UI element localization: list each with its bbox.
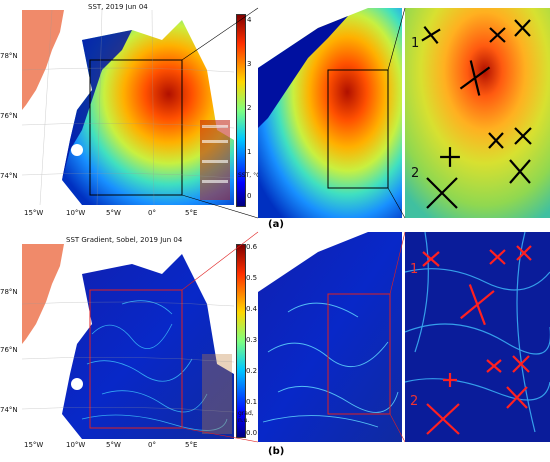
- lon-tick: 0°: [148, 441, 156, 449]
- cbar-tick: 0.1: [246, 398, 258, 406]
- zoom-label-1: 1: [410, 262, 419, 277]
- zoom-connectors-a: [181, 7, 406, 219]
- lon-tick: 5°W: [106, 441, 121, 449]
- lat-tick: 74°N: [0, 406, 18, 414]
- zoom-label-2: 2: [410, 394, 419, 409]
- panel-a-label: (a): [268, 219, 284, 230]
- zoom-label-1: 1: [411, 36, 420, 51]
- cbar-tick: 0.0: [246, 429, 258, 437]
- lat-tick: 74°N: [0, 172, 18, 180]
- panel-a-title: SST, 2019 Jun 04: [88, 3, 148, 11]
- lon-tick: 10°W: [66, 209, 86, 217]
- lat-tick: 76°N: [0, 346, 18, 354]
- land-greenland: [22, 10, 64, 110]
- panel-b-title: SST Gradient, Sobel, 2019 Jun 04: [66, 236, 183, 244]
- cbar-tick: 2: [247, 104, 252, 112]
- cbar-label: SST, °C: [238, 172, 261, 179]
- zoom-box-inner: [327, 69, 389, 189]
- front-markers: [422, 245, 532, 435]
- lon-tick: 0°: [148, 209, 156, 217]
- lon-tick: 5°W: [106, 209, 121, 217]
- lon-tick: 15°W: [24, 441, 44, 449]
- colorbar-a: [236, 14, 246, 207]
- panel-a-map: [22, 10, 234, 205]
- colorbar-b: [236, 244, 246, 438]
- panel-b-zoom-right: [405, 232, 550, 442]
- lon-tick: 10°W: [66, 441, 86, 449]
- cbar-tick: 3: [247, 60, 252, 68]
- cbar-tick: 0.5: [246, 274, 258, 282]
- lon-tick: 5°E: [185, 441, 198, 449]
- lat-tick: 76°N: [0, 112, 18, 120]
- panel-a-zoom-mid: [258, 8, 402, 218]
- zoom-label-2: 2: [411, 166, 420, 181]
- lon-tick: 5°E: [185, 209, 198, 217]
- cbar-tick: 0.3: [246, 336, 258, 344]
- zoom-box: [89, 59, 183, 196]
- cbar-label: grad, n.u.: [238, 410, 254, 424]
- cbar-tick: 0.6: [246, 243, 258, 251]
- lat-tick: 78°N: [0, 52, 18, 60]
- lon-tick: 15°W: [24, 209, 44, 217]
- panel-b-zoom-mid: [258, 232, 402, 442]
- lat-tick: 78°N: [0, 288, 18, 296]
- panel-a-zoom-right: [405, 8, 550, 218]
- cbar-tick: 1: [247, 148, 252, 156]
- front-markers: [421, 19, 532, 209]
- cbar-tick: 0.4: [246, 305, 258, 313]
- cbar-tick: 4: [247, 16, 252, 24]
- zoom-box-inner: [327, 293, 391, 415]
- panel-b-label: (b): [268, 446, 285, 457]
- cbar-tick: 0: [247, 192, 252, 200]
- panel-b-map: [22, 244, 234, 439]
- cbar-tick: 0.2: [246, 367, 258, 375]
- zoom-connectors-b: [181, 231, 406, 443]
